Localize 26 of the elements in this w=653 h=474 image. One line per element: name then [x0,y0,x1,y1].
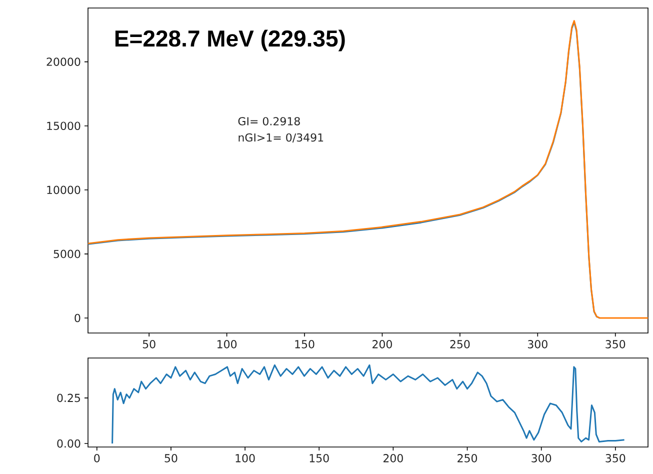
x-tick-label: 50 [164,454,178,462]
y-tick-label: 0.25 [57,394,80,402]
line-series [112,364,626,444]
y-tick-label: 10000 [47,186,80,194]
x-tick-label: 100 [236,454,255,462]
x-tick-label: 250 [450,340,470,348]
x-tick-label: 300 [532,454,552,462]
x-tick-label: 100 [218,340,237,348]
x-tick-label: 350 [606,340,626,348]
x-tick-label: 200 [383,454,403,462]
y-tick-label: 15000 [47,122,80,130]
y-tick-label: 20000 [46,58,80,66]
x-tick-label: 300 [528,340,548,348]
annotation: nGI>1= 0/3491 [238,133,324,143]
x-tick-label: 150 [310,454,329,462]
annotation: GI= 0.2918 [238,117,300,126]
y-tick-label: 5000 [54,250,80,258]
x-tick-label: 150 [295,340,314,348]
text: E=228.7 MeV (229.35) [115,30,345,52]
x-tick-label: 50 [142,340,156,348]
y-tick-label: 0.00 [57,439,80,448]
x-tick-label: 200 [372,340,392,348]
x-tick-label: 0 [94,454,100,462]
x-tick-label: 350 [606,454,626,462]
x-tick-label: 250 [458,454,478,462]
y-tick-label: 0 [74,314,80,322]
